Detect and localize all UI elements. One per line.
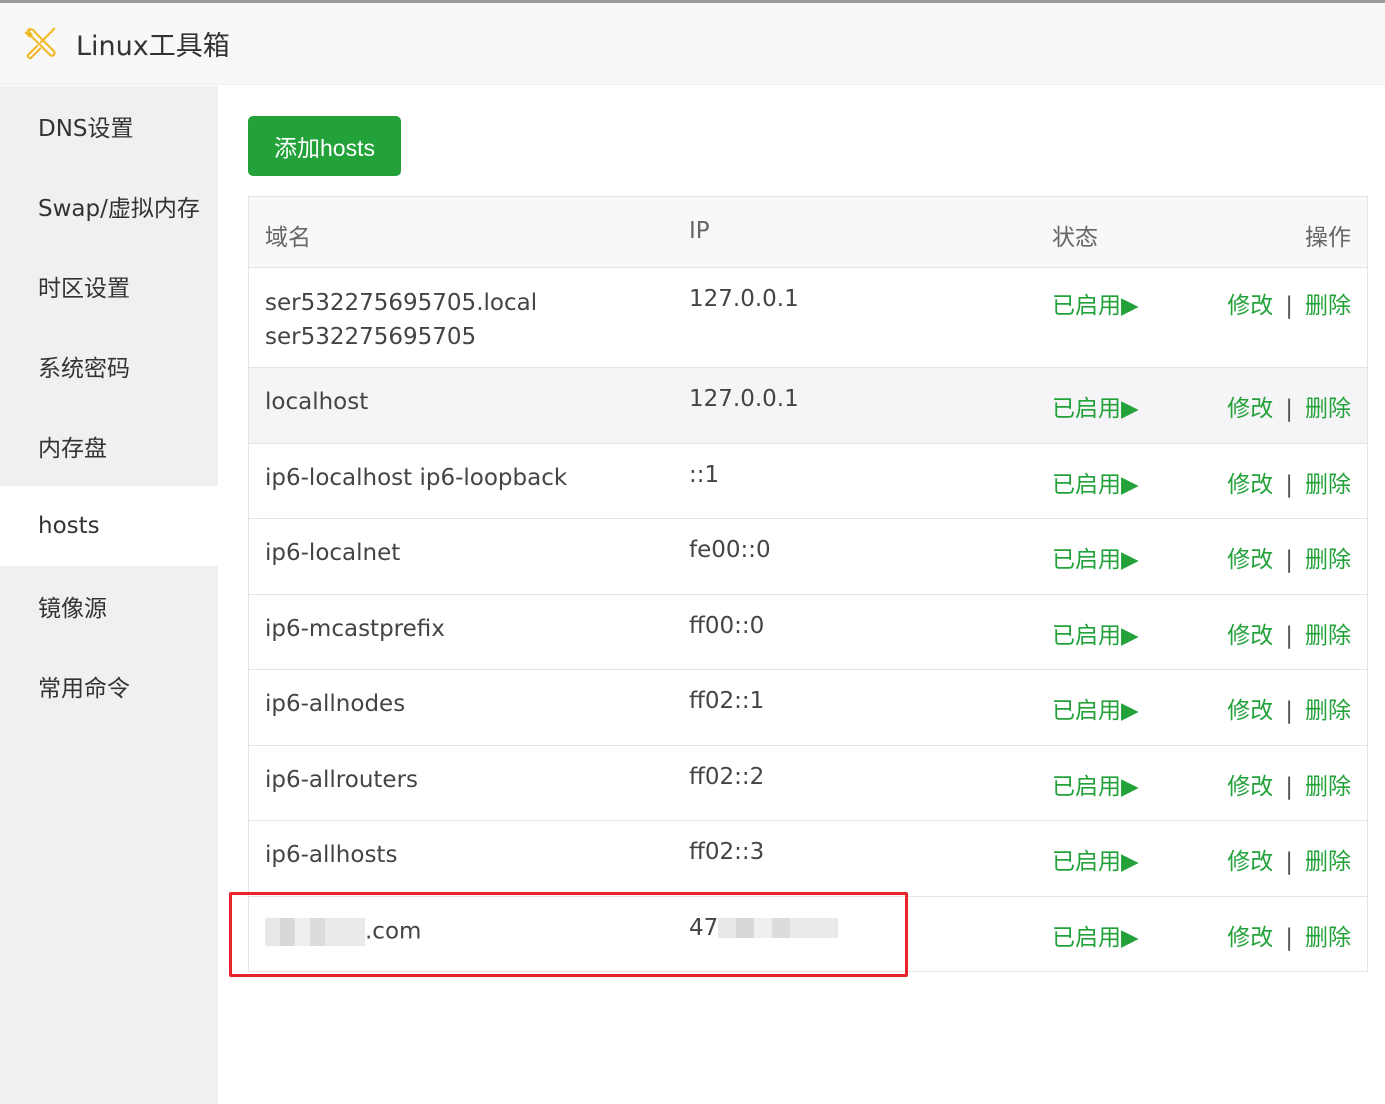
sidebar-item[interactable]: 镜像源 [38, 596, 107, 622]
row-actions: 修改 | 删除 [1227, 465, 1351, 499]
domain-cell: ip6-mcastprefix [265, 615, 445, 642]
delete-link[interactable]: 删除 [1305, 396, 1351, 422]
separator: | [1285, 698, 1293, 724]
delete-link[interactable]: 删除 [1305, 849, 1351, 875]
sidebar-item[interactable]: hosts [0, 486, 218, 566]
separator: | [1285, 471, 1293, 498]
status-toggle[interactable]: 已启用▶ [1052, 849, 1139, 875]
status-toggle[interactable]: 已启用▶ [1052, 396, 1139, 422]
row-actions: 修改 | 删除 [1227, 691, 1351, 725]
separator: | [1285, 924, 1293, 951]
table-row: ip6-allrouters ff02::2 已启用▶ 修改 | 删除 [249, 745, 1367, 820]
row-actions: 修改 | 删除 [1227, 389, 1351, 423]
sidebar-item[interactable]: 时区设置 [38, 276, 130, 302]
status-toggle[interactable]: 已启用▶ [1052, 471, 1139, 498]
app-title: Linux工具箱 [76, 31, 230, 62]
edit-link[interactable]: 修改 [1227, 471, 1274, 498]
row-actions: 修改 | 删除 [1227, 540, 1351, 574]
domain-text: ser532275695705.local [265, 290, 538, 316]
ip-cell: fe00::0 [689, 537, 771, 563]
table-row: localhost 127.0.0.1 已启用▶ 修改 | 删除 [249, 367, 1367, 443]
status-toggle[interactable]: 已启用▶ [1052, 698, 1139, 724]
header-ops: 操作 [1305, 225, 1351, 251]
ip-cell: ff00::0 [689, 612, 765, 639]
ip-cell: ff02::1 [689, 688, 765, 714]
redacted-block [265, 917, 365, 946]
separator: | [1285, 547, 1293, 573]
ip-cell: 127.0.0.1 [689, 386, 799, 412]
header-domain: 域名 [265, 225, 311, 251]
ip-text: 47 [689, 914, 719, 941]
domain-cell: ip6-allnodes [265, 691, 406, 717]
domain-cell: .com [265, 917, 422, 946]
highlight-box [229, 892, 908, 977]
separator: | [1285, 773, 1293, 800]
add-hosts-button[interactable]: 添加hosts [248, 116, 401, 176]
delete-link[interactable]: 删除 [1305, 293, 1351, 319]
domain-cell: ip6-localhost ip6-loopback [265, 464, 568, 491]
status-toggle[interactable]: 已启用▶ [1052, 924, 1139, 951]
delete-link[interactable]: 删除 [1305, 698, 1351, 724]
table-row: ip6-mcastprefix ff00::0 已启用▶ 修改 | 删除 [249, 594, 1367, 669]
status-toggle[interactable]: 已启用▶ [1052, 293, 1139, 319]
edit-link[interactable]: 修改 [1227, 773, 1274, 800]
status-toggle[interactable]: 已启用▶ [1052, 547, 1139, 573]
domain-text: .com [365, 918, 422, 944]
ip-cell: ff02::2 [689, 763, 765, 790]
domain-cell: ip6-allhosts [265, 842, 398, 868]
header-status: 状态 [1052, 225, 1098, 251]
sidebar: DNS设置 Swap/虚拟内存 时区设置系统密码内存盘 hosts 镜像源常用命令 [0, 86, 218, 1104]
table-row: .com 47 已启用▶ 修改 | 删除 [249, 896, 1367, 971]
delete-link[interactable]: 删除 [1305, 471, 1351, 498]
domain-cell: ip6-localnet [265, 540, 401, 566]
edit-link[interactable]: 修改 [1227, 698, 1274, 724]
separator: | [1285, 849, 1293, 875]
edit-link[interactable]: 修改 [1227, 547, 1274, 573]
separator: | [1285, 293, 1293, 319]
ip-cell: 127.0.0.1 [689, 286, 799, 312]
header-ip: IP [689, 218, 710, 244]
domain-cell: ip6-allrouters [265, 766, 419, 793]
domain-text: ser532275695705 [265, 324, 477, 350]
edit-link[interactable]: 修改 [1227, 293, 1274, 319]
tools-icon [24, 27, 56, 59]
table-row: ser532275695705.local ser532275695705 127.… [249, 267, 1367, 367]
delete-link[interactable]: 删除 [1305, 622, 1351, 649]
sidebar-item[interactable]: 常用命令 [38, 676, 130, 702]
sidebar-item[interactable]: 内存盘 [38, 436, 107, 462]
table-row: ip6-allhosts ff02::3 已启用▶ 修改 | 删除 [249, 820, 1367, 896]
ip-cell: 47 [689, 914, 839, 941]
app-header: Linux工具箱 [0, 3, 1385, 85]
table-header: 域名 IP 状态 操作 [249, 197, 1367, 267]
domain-cell: ser532275695705.local ser532275695705 [265, 286, 537, 354]
edit-link[interactable]: 修改 [1227, 396, 1274, 422]
sidebar-item[interactable]: Swap/虚拟内存 [38, 196, 200, 222]
redacted-block [718, 918, 839, 938]
edit-link[interactable]: 修改 [1227, 849, 1274, 875]
edit-link[interactable]: 修改 [1227, 924, 1274, 951]
ip-cell: ff02::3 [689, 839, 765, 865]
ip-cell: ::1 [689, 461, 720, 488]
delete-link[interactable]: 删除 [1305, 773, 1351, 800]
row-actions: 修改 | 删除 [1227, 842, 1351, 876]
row-actions: 修改 | 删除 [1227, 918, 1351, 952]
separator: | [1285, 396, 1293, 422]
table-row: ip6-localhost ip6-loopback::1 已启用▶ 修改 | 删除 [249, 443, 1367, 518]
delete-link[interactable]: 删除 [1305, 924, 1351, 951]
sidebar-item[interactable]: DNS设置 [38, 116, 134, 142]
delete-link[interactable]: 删除 [1305, 547, 1351, 573]
row-actions: 修改 | 删除 [1227, 616, 1351, 650]
separator: | [1285, 622, 1293, 649]
sidebar-item[interactable]: 系统密码 [38, 356, 130, 382]
edit-link[interactable]: 修改 [1227, 622, 1274, 649]
row-actions: 修改 | 删除 [1227, 767, 1351, 801]
hosts-table: 域名 IP 状态 操作 ser532275695705.local ser5322… [248, 196, 1368, 972]
row-actions: 修改 | 删除 [1227, 286, 1351, 320]
table-row: ip6-localnet fe00::0 已启用▶ 修改 | 删除 [249, 518, 1367, 594]
status-toggle[interactable]: 已启用▶ [1052, 773, 1139, 800]
status-toggle[interactable]: 已启用▶ [1052, 622, 1139, 649]
window-top-border [0, 0, 1385, 3]
table-row: ip6-allnodes ff02::1 已启用▶ 修改 | 删除 [249, 669, 1367, 745]
domain-cell: localhost [265, 389, 369, 415]
